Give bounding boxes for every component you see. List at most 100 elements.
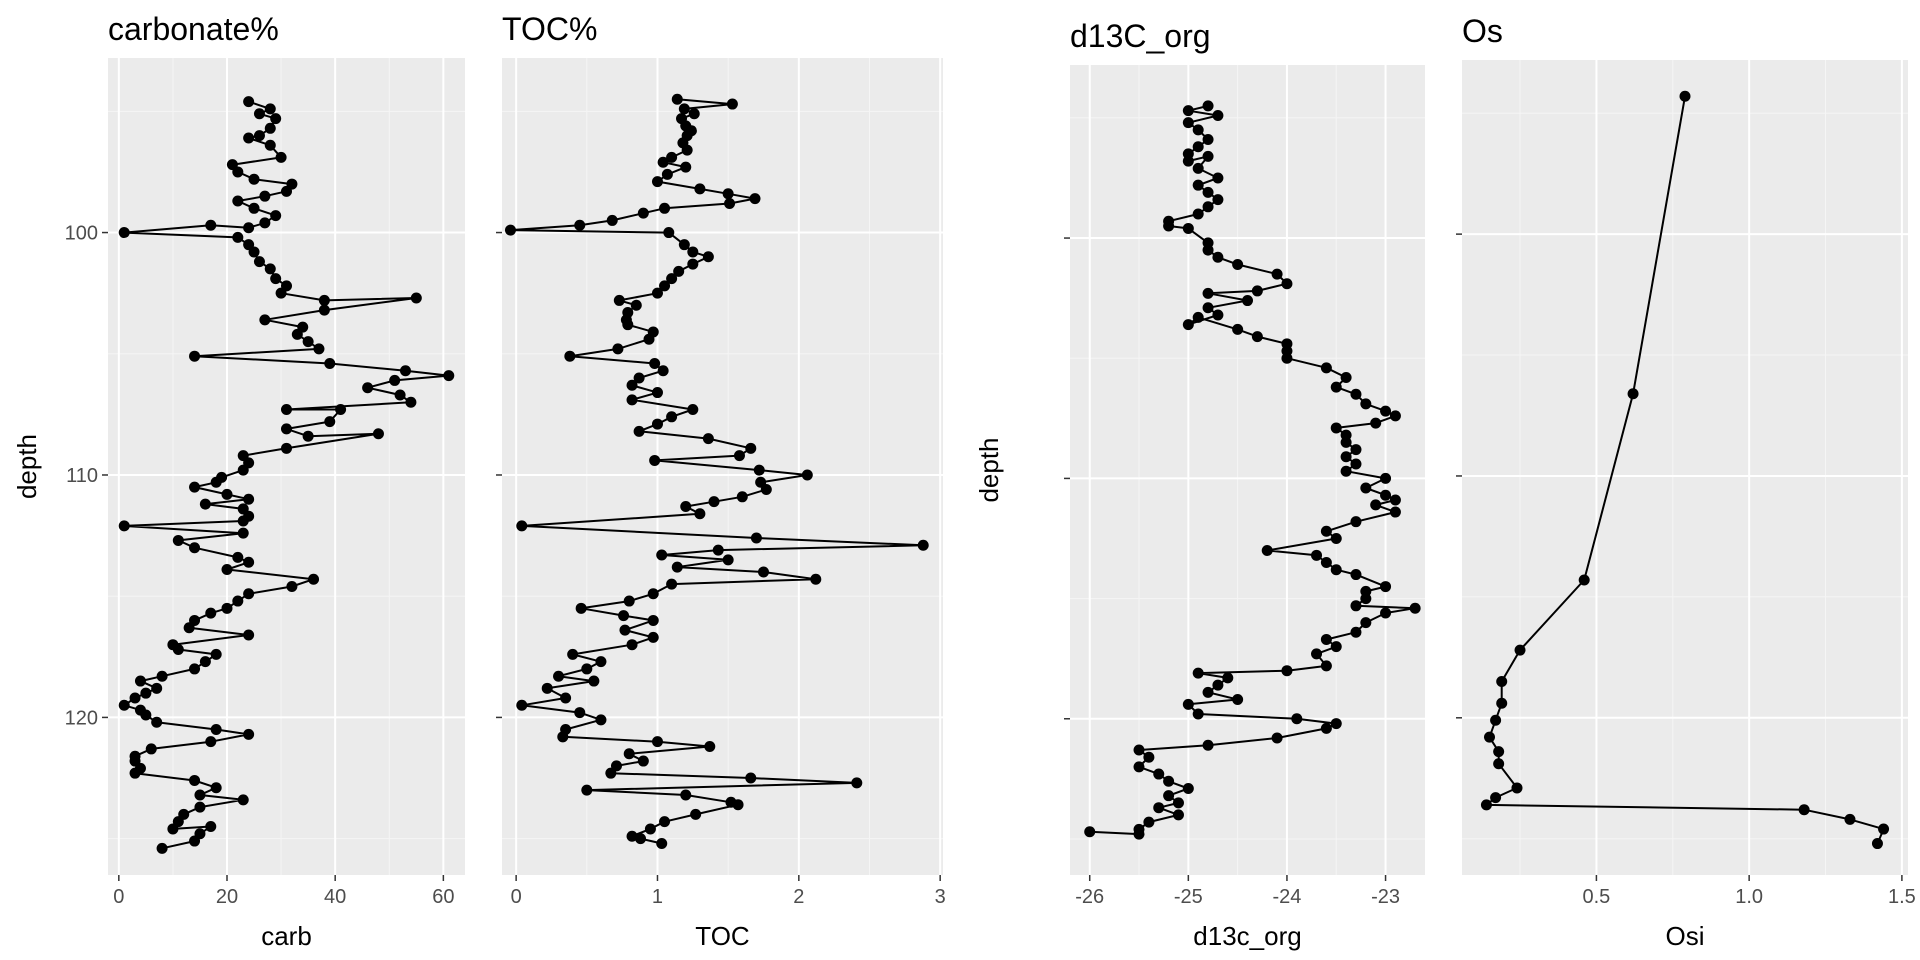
data-point bbox=[1627, 388, 1639, 400]
data-point bbox=[151, 682, 163, 694]
data-point bbox=[651, 387, 663, 399]
x-tick-label: 0.5 bbox=[1583, 886, 1611, 908]
data-point bbox=[1798, 804, 1810, 816]
data-point bbox=[1182, 782, 1194, 794]
data-point bbox=[647, 588, 659, 600]
x-tick-label: 0 bbox=[511, 886, 522, 908]
data-point bbox=[1153, 802, 1165, 814]
data-point bbox=[1172, 809, 1184, 821]
data-point bbox=[680, 161, 692, 173]
x-axis-label: d13c_org bbox=[1193, 921, 1301, 951]
data-point bbox=[1496, 676, 1508, 688]
data-point bbox=[189, 835, 201, 847]
data-point bbox=[733, 450, 745, 462]
data-point bbox=[210, 782, 222, 794]
data-point bbox=[1330, 422, 1342, 434]
data-point bbox=[722, 188, 734, 200]
data-point bbox=[1192, 141, 1204, 153]
data-point bbox=[264, 139, 276, 151]
data-point bbox=[1350, 516, 1362, 528]
data-point bbox=[732, 799, 744, 811]
data-point bbox=[1192, 208, 1204, 220]
data-point bbox=[680, 789, 692, 801]
data-point bbox=[541, 682, 553, 694]
data-point bbox=[666, 411, 678, 423]
data-point bbox=[671, 561, 683, 573]
data-point bbox=[264, 263, 276, 275]
data-point bbox=[687, 404, 699, 416]
data-point bbox=[666, 578, 678, 590]
x-tick-label: -26 bbox=[1075, 886, 1104, 908]
data-point bbox=[1182, 155, 1194, 167]
data-point bbox=[405, 396, 417, 408]
data-point bbox=[189, 774, 201, 786]
data-point bbox=[1320, 722, 1332, 734]
data-point bbox=[702, 251, 714, 263]
data-point bbox=[657, 156, 669, 168]
data-point bbox=[633, 372, 645, 384]
data-point bbox=[726, 98, 738, 110]
data-point bbox=[750, 532, 762, 544]
data-point bbox=[253, 108, 265, 120]
data-point bbox=[1844, 813, 1856, 825]
data-point bbox=[1493, 746, 1505, 758]
x-tick-label: -25 bbox=[1174, 886, 1203, 908]
data-point bbox=[129, 692, 141, 704]
data-point bbox=[651, 176, 663, 188]
x-tick-label: 20 bbox=[216, 886, 238, 908]
panel-os: 0.5 1.0 1.5 Os Osi bbox=[1456, 13, 1916, 951]
data-point bbox=[1212, 194, 1224, 206]
data-point bbox=[1878, 823, 1890, 835]
data-point bbox=[1212, 309, 1224, 321]
data-point bbox=[1389, 506, 1401, 518]
data-point bbox=[1143, 816, 1155, 828]
data-point bbox=[172, 644, 184, 656]
data-point bbox=[680, 501, 692, 513]
data-point bbox=[221, 602, 233, 614]
data-point bbox=[633, 425, 645, 437]
data-point bbox=[516, 520, 528, 532]
data-point bbox=[253, 130, 265, 142]
data-point bbox=[605, 767, 617, 779]
data-point bbox=[651, 736, 663, 748]
data-point bbox=[657, 365, 669, 377]
data-point bbox=[1232, 323, 1244, 335]
data-point bbox=[1320, 633, 1332, 645]
x-tick-label: 1.0 bbox=[1735, 886, 1763, 908]
data-point bbox=[687, 258, 699, 270]
data-point bbox=[302, 430, 314, 442]
y-axis-label: depth bbox=[974, 437, 1004, 502]
data-point bbox=[1350, 444, 1362, 456]
data-point bbox=[237, 515, 249, 527]
data-point bbox=[286, 581, 298, 593]
data-point bbox=[1311, 549, 1323, 561]
data-point bbox=[189, 350, 201, 362]
data-point bbox=[156, 842, 168, 854]
data-point bbox=[151, 716, 163, 728]
data-point bbox=[270, 210, 282, 222]
data-point bbox=[649, 357, 661, 369]
x-axis-label: TOC bbox=[695, 921, 749, 951]
data-point bbox=[1480, 799, 1492, 811]
data-point bbox=[649, 454, 661, 466]
data-point bbox=[1172, 797, 1184, 809]
data-point bbox=[1251, 285, 1263, 297]
data-point bbox=[1350, 458, 1362, 470]
data-point bbox=[243, 728, 255, 740]
data-point bbox=[400, 365, 411, 377]
data-point bbox=[1192, 124, 1204, 136]
data-point bbox=[232, 195, 244, 207]
data-point bbox=[1202, 201, 1214, 213]
data-point bbox=[661, 168, 673, 180]
data-point bbox=[618, 610, 630, 622]
data-point bbox=[1084, 826, 1096, 838]
data-point bbox=[232, 166, 244, 178]
data-point bbox=[626, 830, 638, 842]
data-point bbox=[1389, 494, 1401, 506]
data-point bbox=[134, 675, 146, 687]
data-point bbox=[1192, 667, 1204, 679]
data-point bbox=[623, 748, 635, 760]
data-point bbox=[324, 357, 336, 369]
data-point bbox=[253, 256, 265, 268]
data-point bbox=[917, 539, 929, 551]
